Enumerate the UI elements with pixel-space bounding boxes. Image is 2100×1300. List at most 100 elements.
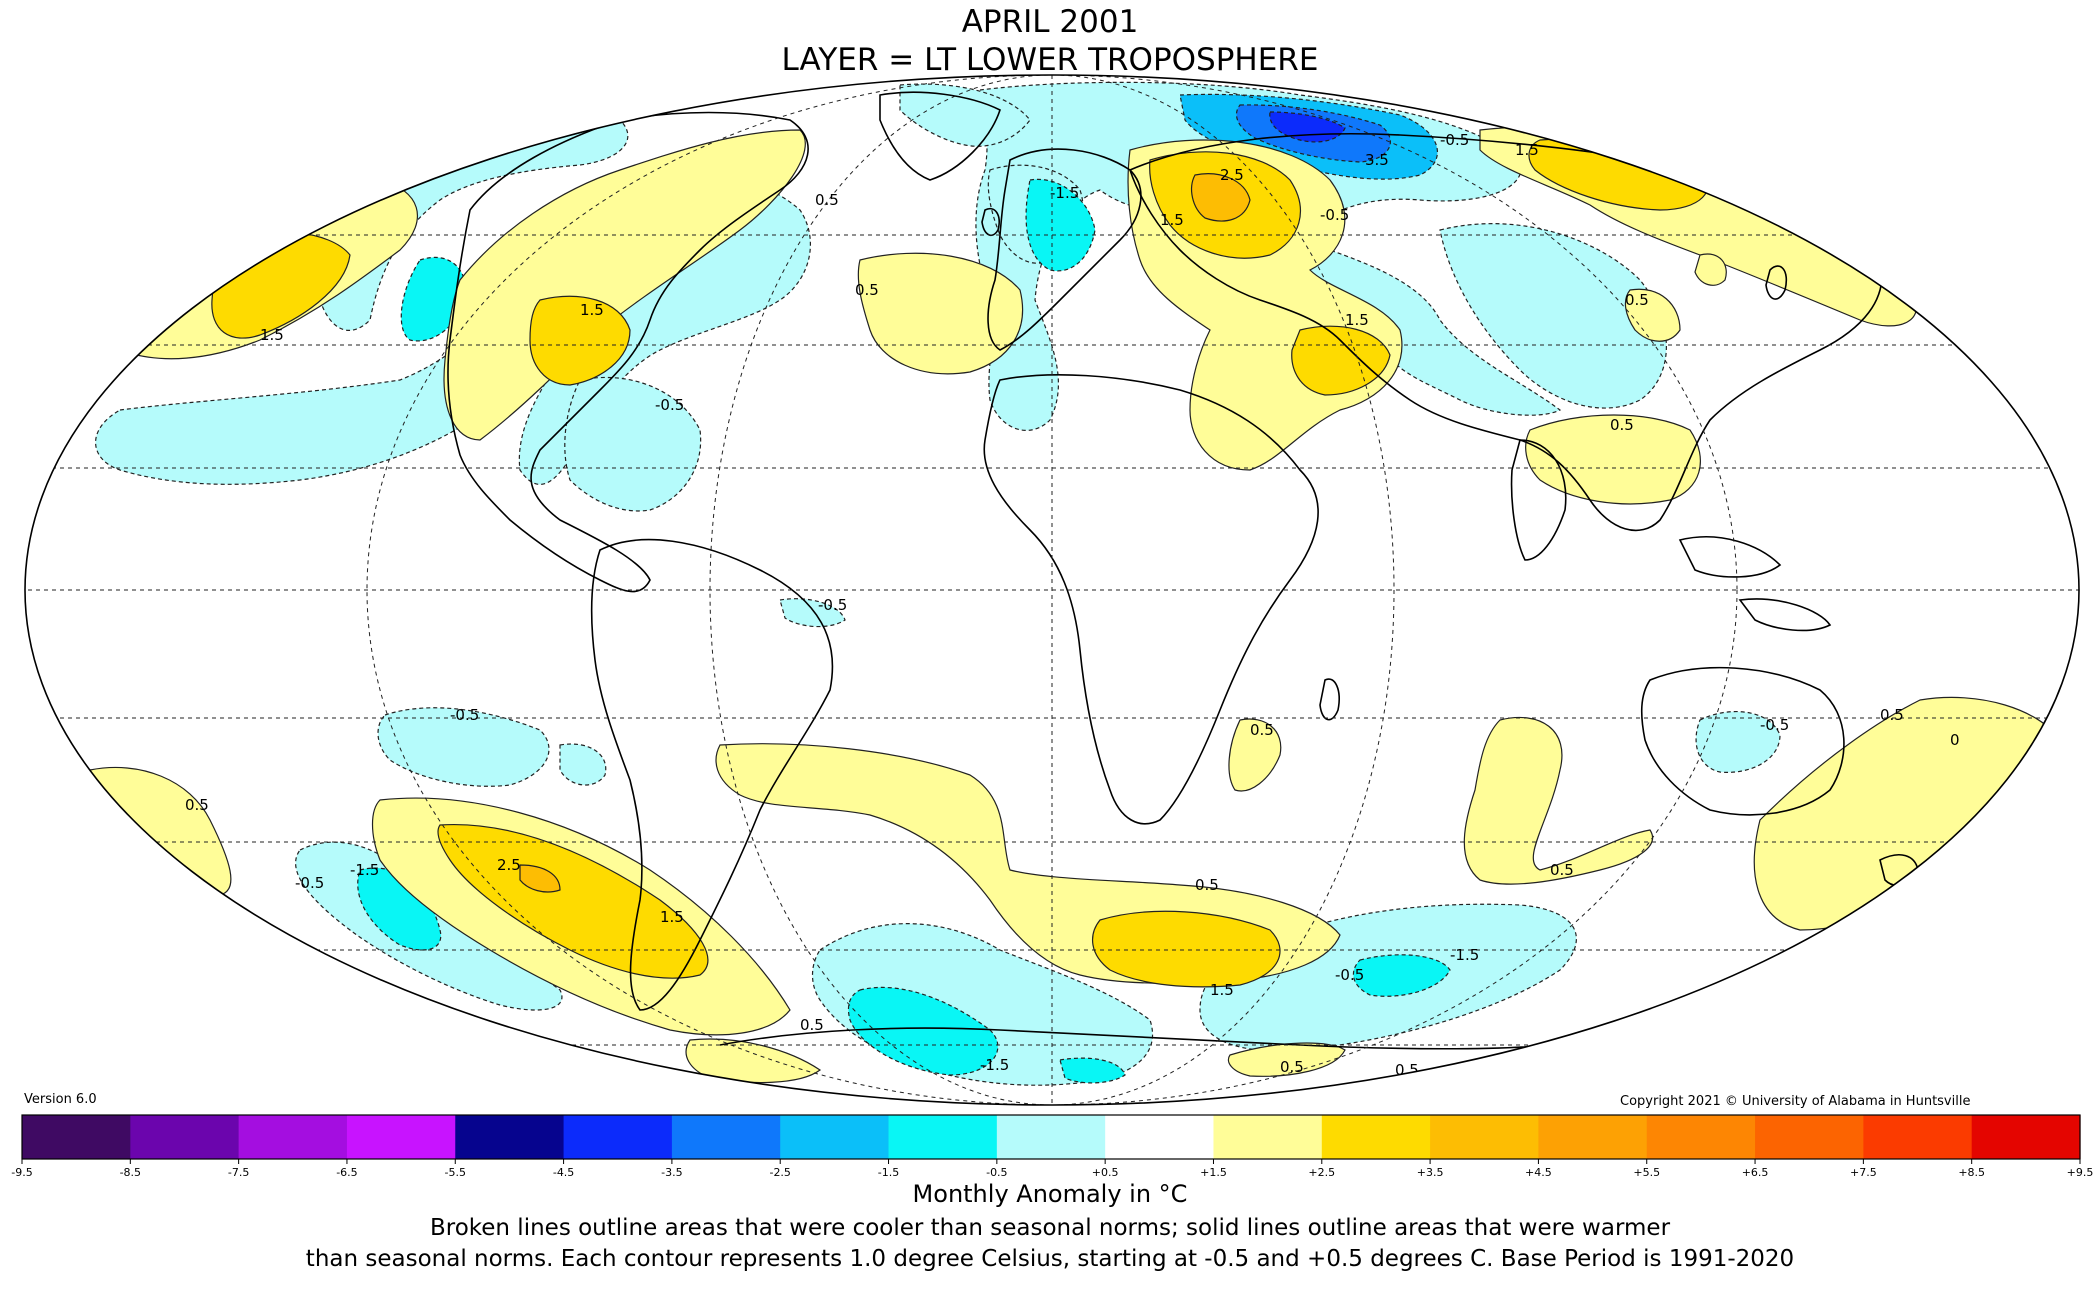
africa-coast xyxy=(983,373,1319,825)
footer-line-1: Broken lines outline areas that were coo… xyxy=(429,1215,1671,1241)
contour-label: 0.5 xyxy=(1625,291,1649,309)
contour-label: -0.5 xyxy=(1760,716,1789,734)
footer-line-2: than seasonal norms. Each contour repres… xyxy=(305,1246,1795,1272)
contour-label: -1.5 xyxy=(1050,184,1079,202)
contour-label: -0.5 xyxy=(450,706,479,724)
globe-outline xyxy=(24,74,2080,1106)
japan-coast xyxy=(1765,265,1788,300)
colorbar-tick-label: -5.5 xyxy=(445,1166,466,1179)
contour-label: 0.5 xyxy=(800,1016,824,1034)
colder-regions xyxy=(357,178,1451,1084)
meridian-60 xyxy=(709,75,1395,1105)
contour-label: 0.5 xyxy=(1280,1058,1304,1076)
north-america-warm-1.5 xyxy=(529,295,631,386)
china-warm-patch xyxy=(1624,288,1681,342)
south-pacific-warm-2.5 xyxy=(519,864,561,893)
colorbar-tick-label: -9.5 xyxy=(11,1166,32,1179)
coastlines xyxy=(447,91,1919,1050)
north-atlantic-warm-patch xyxy=(857,252,1024,375)
australia-cold-region xyxy=(1695,710,1781,773)
meridian-120 xyxy=(366,75,1738,1105)
contour-label: 0.5 xyxy=(185,796,209,814)
colorbar-swatch xyxy=(563,1115,673,1159)
contour-label: 1.5 xyxy=(1160,211,1184,229)
south-america-coast xyxy=(590,538,834,1011)
colorbar-swatch xyxy=(1755,1115,1864,1159)
colorbar-tick-label: +5.5 xyxy=(1633,1166,1660,1179)
australia-coast xyxy=(1640,666,1845,816)
india-warm-region xyxy=(1525,414,1701,505)
madagascar-coast xyxy=(1319,678,1340,721)
antarctic-cold-patch xyxy=(1059,1057,1126,1084)
colorbar-swatch xyxy=(1971,1115,2081,1159)
coldest-regions xyxy=(1179,93,1438,180)
contour-label: -0.5 xyxy=(655,396,684,414)
colorbar-tick-label: -2.5 xyxy=(769,1166,790,1179)
colorbar-swatch xyxy=(1105,1115,1215,1159)
middle-east-warm-1.5 xyxy=(1291,325,1391,396)
contour-label: 3.5 xyxy=(1365,151,1389,169)
asia-coast xyxy=(1129,132,1883,532)
colorbar-swatch xyxy=(455,1115,565,1159)
colorbar-swatch xyxy=(1863,1115,1973,1159)
colorbar-swatch xyxy=(1321,1115,1431,1159)
greenland-cold-region xyxy=(899,83,1031,147)
colorbar-swatch xyxy=(780,1115,890,1159)
south-pacific-cold-mid xyxy=(377,707,550,787)
colorbar-tick-label: +1.5 xyxy=(1200,1166,1227,1179)
contour-label: 1.5 xyxy=(660,908,684,926)
colorbar-swatch xyxy=(130,1115,240,1159)
version-label: Version 6.0 xyxy=(24,1092,97,1107)
colorbar-tick-label: -1.5 xyxy=(878,1166,899,1179)
contour-label: -1.5 xyxy=(350,861,379,879)
colorbar-swatch xyxy=(346,1115,456,1159)
colorbar-tick-label: -0.5 xyxy=(986,1166,1007,1179)
colorbar-tick-label: +9.5 xyxy=(2067,1166,2094,1179)
colorbar-swatch xyxy=(1646,1115,1756,1159)
india-coast xyxy=(1510,439,1567,561)
colorbar-tick-label: +0.5 xyxy=(1092,1166,1119,1179)
antarctic-warm-patch xyxy=(685,1038,822,1084)
contour-label: 2.5 xyxy=(1220,166,1244,184)
colorbar-tick-label: +6.5 xyxy=(1742,1166,1769,1179)
colorbar-swatch xyxy=(1538,1115,1648,1159)
contour-label: -0.5 xyxy=(295,874,324,892)
colorbar-swatch xyxy=(1213,1115,1323,1159)
southeast-asia-islands xyxy=(1678,536,1832,632)
tropical-atlantic-cold-patch xyxy=(779,598,846,628)
antarctic-indian-warm-patch xyxy=(1227,1042,1346,1077)
colorbar-swatch xyxy=(22,1115,131,1159)
colorbar-unit-label: Monthly Anomaly in °C xyxy=(912,1180,1188,1208)
colorbar-tick-label: +8.5 xyxy=(1958,1166,1985,1179)
south-pacific-cold-1.5 xyxy=(357,867,442,951)
africa-warm-patch xyxy=(1228,718,1282,792)
colorbar-tick-label: +3.5 xyxy=(1417,1166,1444,1179)
south-america-cold-region xyxy=(559,743,607,786)
contour-label: 2.5 xyxy=(497,856,521,874)
colorbar-swatch xyxy=(1430,1115,1540,1159)
colorbar-ticks: -9.5 -8.5 -7.5 -6.5 -5.5 -4.5 -3.5 -2.5 -1.5 -0.5… xyxy=(11,1159,2093,1179)
contour-label: 0.5 xyxy=(1395,1061,1419,1079)
contour-label: 1.5 xyxy=(580,301,604,319)
map-title: APRIL 2001 xyxy=(961,4,1139,40)
graticule xyxy=(25,75,2079,1105)
copyright-label: Copyright 2021 © University of Alabama i… xyxy=(1620,1094,1971,1109)
contour-label: 0.5 xyxy=(1550,861,1574,879)
contour-label: -0.5 xyxy=(1440,131,1469,149)
contour-label: -1.5 xyxy=(980,1056,1009,1074)
contour-label: 0 xyxy=(1950,731,1960,749)
contour-label: -0.5 xyxy=(818,596,847,614)
contour-label: 0.5 xyxy=(1610,416,1634,434)
contour-label: -0.5 xyxy=(1335,966,1364,984)
british-isles-coast xyxy=(981,208,1000,237)
east-pacific-warm-patch xyxy=(1694,253,1727,286)
south-atlantic-warm-1.5 xyxy=(1092,910,1281,988)
russia-warm-2.5 xyxy=(1191,173,1251,222)
contour-label: 1.5 xyxy=(1515,141,1539,159)
colorbar-tick-label: +2.5 xyxy=(1308,1166,1335,1179)
contour-label: 0.5 xyxy=(1195,876,1219,894)
colorbar-swatch xyxy=(671,1115,781,1159)
contour-label: 1.5 xyxy=(260,326,284,344)
